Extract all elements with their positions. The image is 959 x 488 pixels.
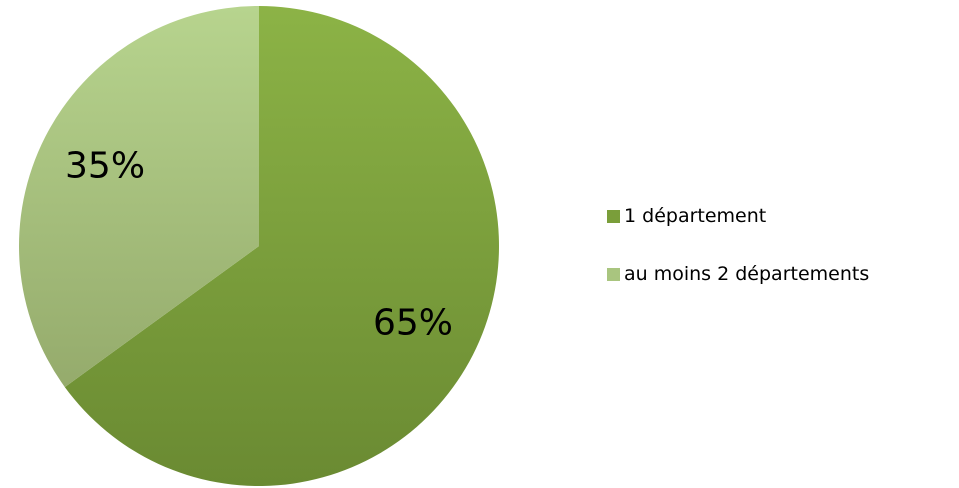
- legend-swatch-1-departement: [607, 209, 620, 223]
- legend-item-1-departement: 1 département: [607, 203, 869, 229]
- legend-label-au-moins-2-departements: au moins 2 départements: [624, 263, 870, 285]
- data-label-au-moins-2-departements: 35%: [65, 146, 145, 187]
- legend-label-1-departement: 1 département: [624, 205, 767, 227]
- pie-slice-au-moins-2-departements: [18, 6, 259, 388]
- data-label-1-departement: 65%: [373, 302, 453, 343]
- pie-slice-1-departement: [64, 6, 499, 486]
- legend-swatch-au-moins-2-departements: [607, 267, 620, 281]
- legend: 1 département au moins 2 départements: [607, 203, 869, 319]
- legend-item-au-moins-2-departements: au moins 2 départements: [607, 261, 869, 287]
